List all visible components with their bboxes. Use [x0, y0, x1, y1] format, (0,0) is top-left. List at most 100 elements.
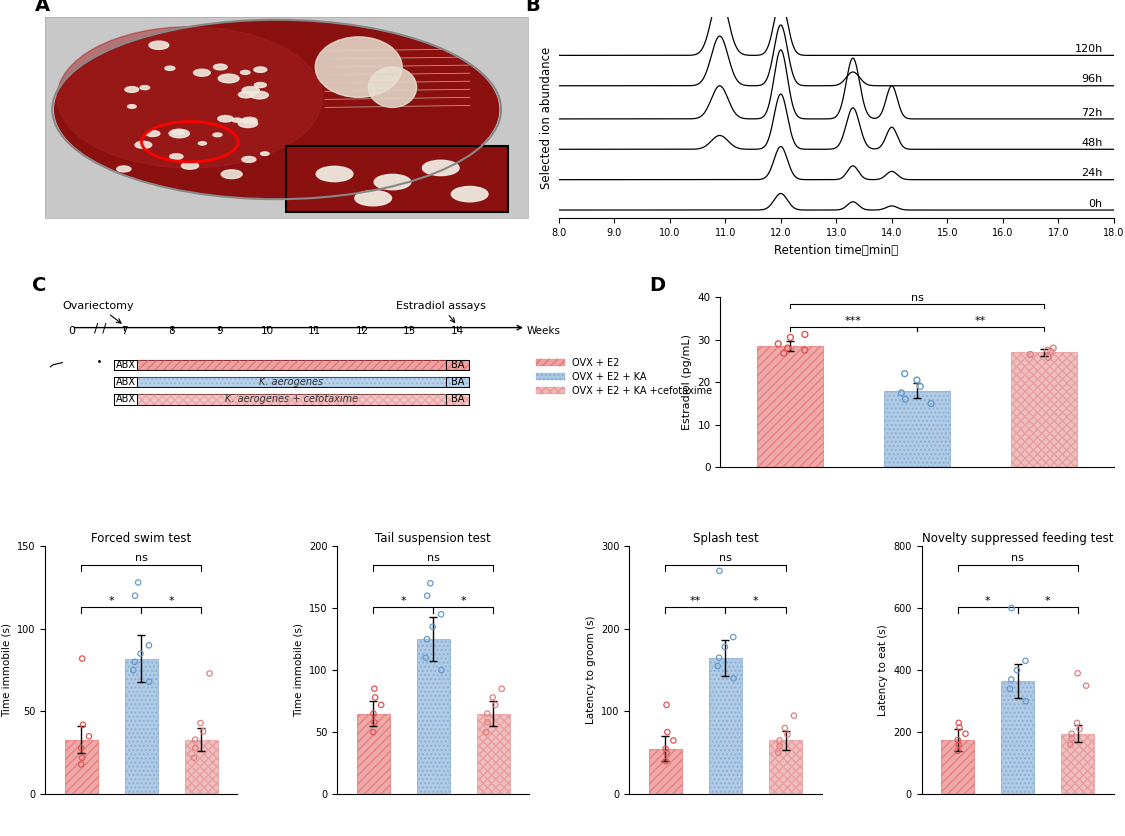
Point: [724, 630, 742, 644]
Text: 10: 10: [260, 325, 273, 335]
Point: [73, 652, 91, 665]
Point: [125, 664, 143, 677]
Ellipse shape: [368, 67, 416, 108]
Text: Ovariectomy: Ovariectomy: [62, 301, 134, 324]
Circle shape: [213, 133, 222, 137]
Circle shape: [451, 186, 488, 201]
Bar: [446, 359, 469, 370]
Text: 72h: 72h: [1081, 108, 1102, 118]
Point: [72, 742, 90, 755]
Point: [1044, 341, 1062, 354]
Point: [956, 727, 974, 741]
Point: [771, 740, 789, 753]
Text: *: *: [984, 595, 990, 605]
Point: [911, 380, 929, 393]
Y-axis label: Time immobile (s): Time immobile (s): [1, 623, 11, 717]
Point: [922, 397, 940, 410]
Text: OVX + E2 + KA: OVX + E2 + KA: [572, 371, 647, 381]
Bar: [446, 359, 469, 370]
Point: [908, 374, 926, 387]
Point: [72, 757, 90, 771]
Point: [716, 640, 734, 654]
Bar: [477, 714, 510, 794]
Point: [776, 721, 794, 735]
Circle shape: [148, 41, 169, 49]
Point: [418, 589, 436, 603]
Point: [366, 691, 384, 704]
Text: BA: BA: [451, 377, 465, 387]
Text: **: **: [975, 316, 987, 326]
Point: [770, 747, 788, 760]
Point: [418, 632, 436, 645]
Point: [1022, 348, 1040, 361]
Point: [1077, 679, 1095, 692]
Bar: [114, 377, 469, 387]
Point: [1038, 344, 1056, 357]
Text: 14: 14: [450, 325, 463, 335]
Point: [74, 718, 92, 732]
Circle shape: [375, 175, 411, 190]
Ellipse shape: [62, 359, 91, 365]
Bar: [357, 714, 389, 794]
Point: [948, 744, 966, 757]
Circle shape: [165, 66, 174, 70]
Circle shape: [198, 141, 206, 145]
Circle shape: [218, 115, 233, 122]
Text: 48h: 48h: [1081, 138, 1102, 148]
Text: 96h: 96h: [1081, 74, 1102, 84]
Point: [372, 698, 390, 711]
Ellipse shape: [55, 21, 498, 198]
Point: [432, 608, 450, 621]
X-axis label: Retention time（min）: Retention time（min）: [774, 243, 898, 257]
Text: 12: 12: [356, 325, 369, 335]
Circle shape: [140, 85, 150, 89]
Y-axis label: Time immobile (s): Time immobile (s): [294, 623, 304, 717]
Text: **: **: [690, 595, 701, 605]
Ellipse shape: [97, 357, 103, 359]
Point: [950, 716, 968, 730]
Text: ABX: ABX: [116, 395, 136, 405]
Circle shape: [242, 87, 260, 94]
Bar: [416, 639, 450, 794]
Title: Splash test: Splash test: [693, 532, 758, 545]
Point: [1002, 601, 1020, 614]
Point: [1001, 682, 1019, 696]
Bar: [114, 377, 137, 387]
Point: [658, 726, 676, 739]
Point: [478, 716, 496, 729]
Point: [657, 742, 675, 756]
Point: [1042, 344, 1060, 358]
Circle shape: [238, 120, 258, 128]
Circle shape: [117, 166, 130, 172]
Bar: [64, 740, 98, 794]
Point: [1017, 654, 1035, 667]
Bar: [537, 359, 566, 366]
Title: Forced swim test: Forced swim test: [91, 532, 191, 545]
Point: [775, 346, 793, 359]
Text: OVX + E2 + KA +cefotaxime: OVX + E2 + KA +cefotaxime: [572, 385, 712, 395]
Bar: [884, 390, 949, 467]
Point: [416, 651, 434, 665]
Circle shape: [316, 166, 353, 181]
Bar: [537, 373, 566, 380]
Bar: [446, 394, 469, 405]
Point: [951, 721, 969, 734]
Point: [193, 725, 212, 738]
Bar: [757, 346, 823, 467]
Point: [1017, 695, 1035, 708]
Point: [770, 337, 788, 350]
Point: [665, 734, 683, 747]
Bar: [1061, 734, 1095, 794]
Point: [1071, 722, 1089, 736]
Ellipse shape: [89, 359, 104, 363]
Bar: [184, 740, 218, 794]
Text: 8: 8: [169, 325, 176, 335]
Point: [424, 620, 442, 634]
Point: [1040, 351, 1058, 364]
Text: *: *: [1045, 595, 1051, 605]
Ellipse shape: [57, 27, 323, 168]
Circle shape: [222, 170, 242, 179]
Text: Weeks: Weeks: [526, 325, 561, 335]
Point: [950, 738, 968, 752]
Bar: [286, 145, 508, 212]
